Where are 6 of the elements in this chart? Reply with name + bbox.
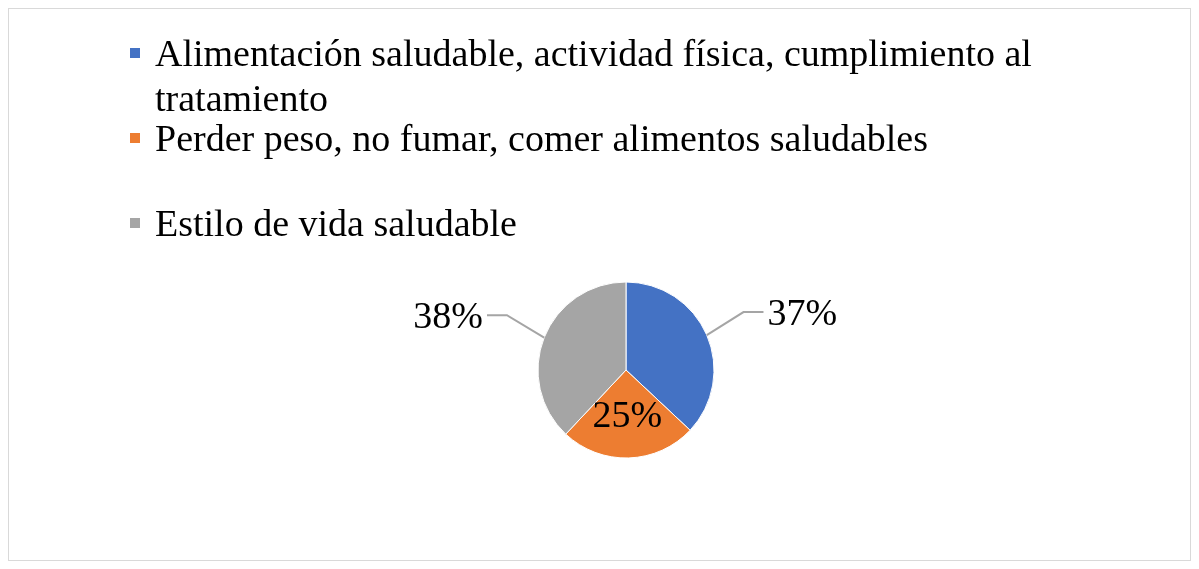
data-label: 37% [767,291,838,334]
data-label: 25% [592,392,663,435]
data-label: 38% [413,294,483,337]
legend-label: Alimentación saludable, actividad física, cumplimiento al tratamiento [155,32,1032,119]
legend-label: Estilo de vida saludable [155,202,517,244]
legend-label: Perder peso, no fumar, comer alimentos saludables [155,117,929,159]
